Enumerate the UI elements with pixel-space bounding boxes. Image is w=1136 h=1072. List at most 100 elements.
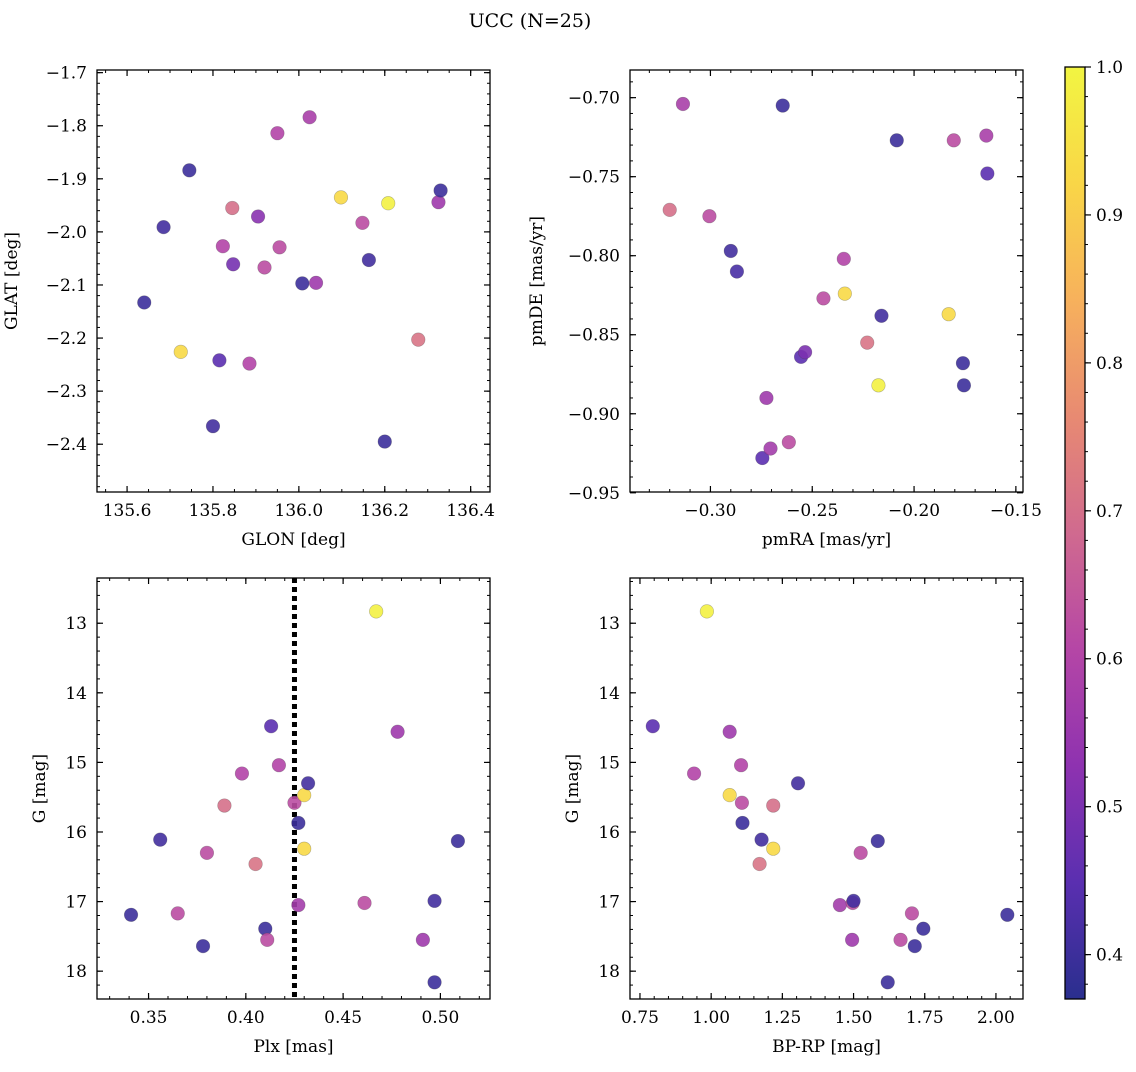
y-tick-label: 14 xyxy=(598,684,620,704)
x-tick-label: 135.6 xyxy=(103,501,152,521)
scatter-point xyxy=(300,776,316,791)
scatter-point xyxy=(775,98,790,113)
axes-frame xyxy=(96,69,491,493)
scatter-point xyxy=(205,419,221,434)
scatter-point xyxy=(137,295,152,310)
colorbar-tick-label: 0.6 xyxy=(1096,650,1123,670)
scatter-point xyxy=(195,939,211,954)
scatter-point xyxy=(645,719,660,734)
y-tick-label: −0.95 xyxy=(568,484,620,504)
axes-frame xyxy=(629,577,1024,1000)
scatter-point xyxy=(722,724,737,739)
scatter-point xyxy=(946,133,961,148)
y-tick-label: −0.70 xyxy=(568,89,620,109)
scatter-point xyxy=(845,932,860,947)
colorbar-tick-label: 0.5 xyxy=(1096,798,1123,818)
scatter-point xyxy=(722,788,737,803)
scatter-point xyxy=(880,975,895,990)
scatter-point xyxy=(941,307,956,322)
scatter-point xyxy=(798,345,813,360)
y-tick-label: −1.8 xyxy=(46,117,87,137)
axes-frame xyxy=(96,577,491,1000)
scatter-point xyxy=(217,798,232,813)
x-tick-label: 136.0 xyxy=(275,501,324,521)
y-tick-label: 18 xyxy=(598,962,620,982)
scatter-point xyxy=(270,126,285,141)
scatter-point xyxy=(893,932,908,947)
scatter-point xyxy=(250,209,266,224)
scatter-point xyxy=(242,356,257,371)
y-tick-label: −0.80 xyxy=(568,247,620,267)
x-tick-label: 0.75 xyxy=(621,1008,659,1028)
scatter-point xyxy=(308,275,324,290)
scatter-point xyxy=(260,932,275,947)
scatter-point xyxy=(763,441,778,456)
scatter-point xyxy=(381,196,396,211)
scatter-point xyxy=(257,260,272,275)
y-tick-label: 16 xyxy=(598,823,620,843)
scatter-point xyxy=(287,795,302,810)
scatter-point xyxy=(272,240,287,255)
scatter-point xyxy=(723,243,738,259)
y-axis-label: pmDE [mas/yr] xyxy=(527,216,547,346)
scatter-point xyxy=(433,183,448,198)
scatter-point xyxy=(153,832,168,847)
scatter-point xyxy=(832,897,847,913)
panel-2: −0.30 −0.25 −0.20 −0.15 −0.95 −0.90 −0.85 −0.80… xyxy=(527,69,1042,550)
y-tick-label: −1.9 xyxy=(46,170,87,190)
scatter-point xyxy=(846,893,861,908)
scatter-point xyxy=(837,286,852,301)
scatter-point xyxy=(916,921,931,936)
scatter-point xyxy=(980,166,995,181)
scatter-point xyxy=(956,378,972,393)
scatter-point xyxy=(170,906,185,921)
scatter-point xyxy=(427,893,442,908)
y-tick-label: 13 xyxy=(598,614,620,634)
scatter-point xyxy=(302,110,317,125)
x-tick-label: 0.50 xyxy=(421,1008,459,1028)
scatter-point xyxy=(291,815,306,831)
y-tick-label: −2.0 xyxy=(46,223,87,243)
y-tick-label: −2.1 xyxy=(46,276,87,296)
scatter-point xyxy=(816,291,831,306)
y-axis-label: GLAT [deg] xyxy=(2,232,22,330)
scatter-point xyxy=(450,833,465,849)
y-tick-label: 15 xyxy=(65,753,87,773)
scatter-point xyxy=(860,335,875,350)
scatter-point xyxy=(702,209,717,224)
scatter-point xyxy=(662,202,677,217)
scatter-point xyxy=(781,435,796,450)
y-tick-label: 17 xyxy=(598,893,620,913)
panel-4: 0.75 1.00 1.25 1.50 1.75 2.00 13 14 15 16 17 18 BP-R… xyxy=(563,577,1024,1057)
scatter-point xyxy=(355,215,370,230)
y-tick-label: −2.3 xyxy=(46,382,87,402)
scatter-point xyxy=(291,897,306,913)
y-tick-label: −0.75 xyxy=(568,168,620,188)
scatter-point xyxy=(225,200,240,216)
scatter-point xyxy=(675,96,691,112)
scatter-point xyxy=(411,332,426,347)
scatter-point xyxy=(173,344,188,359)
scatter-point xyxy=(699,604,714,619)
panel-1: 135.6 135.8 136.0 136.2 136.4 −2.4 −2.3 −2.2 −2.… xyxy=(2,64,495,550)
scatter-point xyxy=(377,434,392,449)
x-tick-label: 1.25 xyxy=(763,1008,801,1028)
scatter-point xyxy=(415,932,430,947)
y-tick-label: 15 xyxy=(598,753,620,773)
scatter-point xyxy=(123,907,139,922)
x-tick-label: −0.25 xyxy=(786,501,838,521)
scatter-point xyxy=(889,133,904,148)
y-tick-label: 13 xyxy=(65,614,87,634)
scatter-point xyxy=(871,378,886,393)
colorbar-tick-label: 0.7 xyxy=(1096,502,1123,522)
scatter-point xyxy=(182,163,197,178)
scatter-point xyxy=(156,220,171,235)
scatter-point xyxy=(755,450,770,466)
colorbar-tick-label: 0.4 xyxy=(1096,946,1123,966)
scatter-point xyxy=(836,251,851,266)
scatter-point xyxy=(870,833,885,849)
scatter-point xyxy=(431,195,446,210)
x-axis-label: Plx [mas] xyxy=(253,1037,333,1057)
scatter-point xyxy=(333,190,349,205)
